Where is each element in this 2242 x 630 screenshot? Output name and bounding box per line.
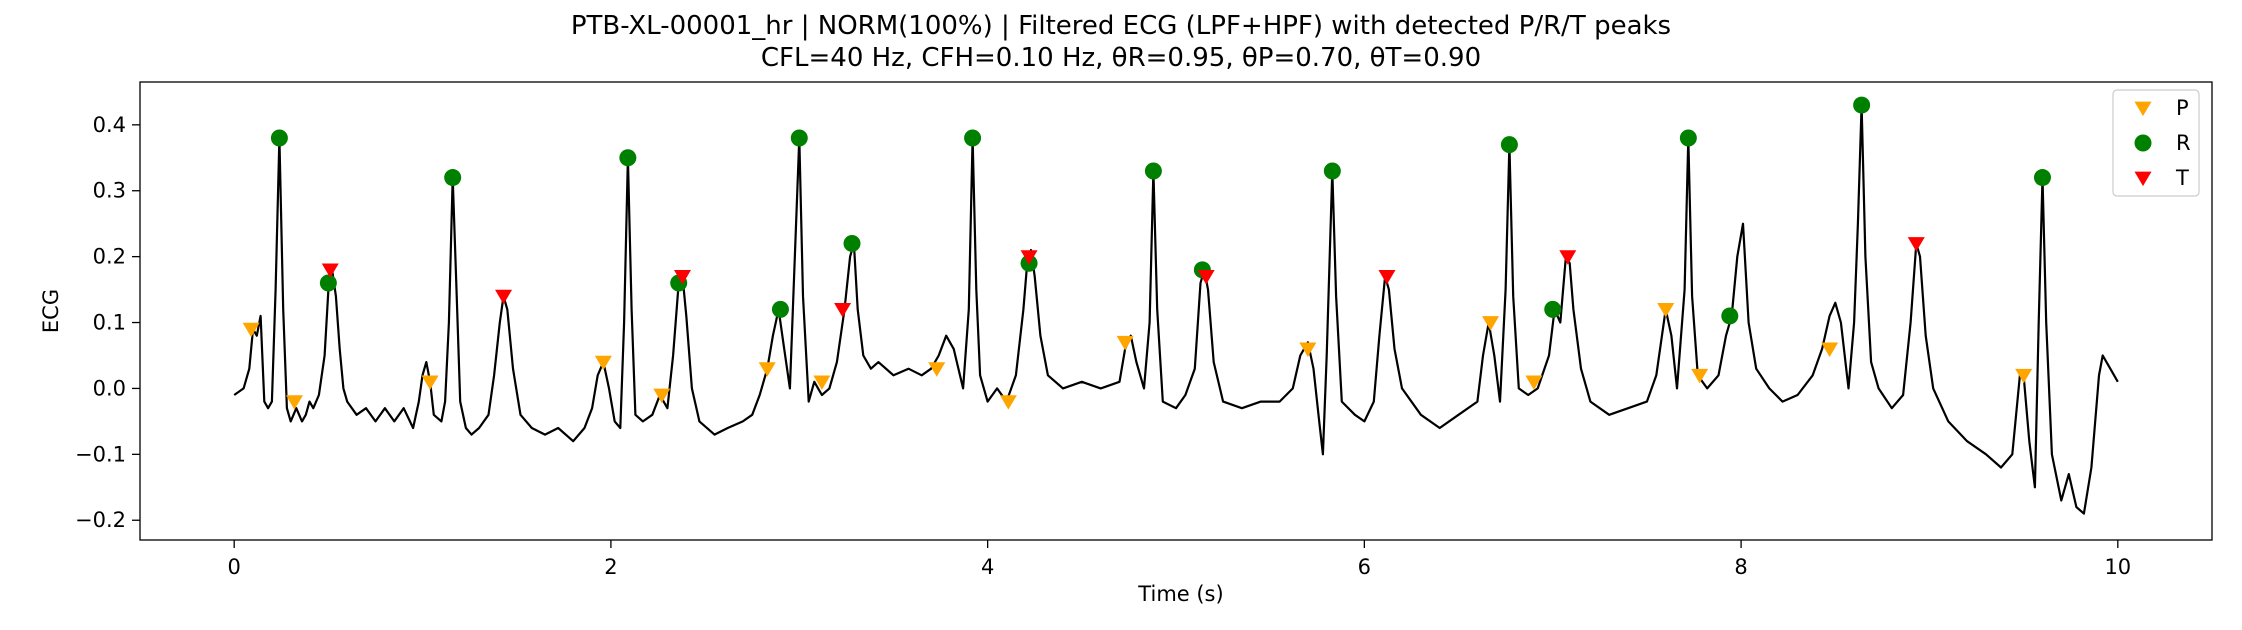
peak-marker-t [834, 302, 852, 318]
peak-marker-p [999, 395, 1017, 410]
peak-marker-t [321, 263, 339, 278]
y-tick-label: 0.0 [93, 376, 126, 400]
peak-marker-p [594, 355, 612, 371]
y-axis-label: ECG [39, 289, 63, 333]
ecg-line [233, 104, 2119, 515]
peak-marker-p [813, 375, 831, 390]
peak-marker-r [619, 149, 637, 167]
peak-marker-p [1299, 342, 1317, 357]
peak-marker-r [319, 274, 337, 292]
x-tick-label: 2 [604, 555, 617, 579]
y-axis: −0.2 −0.1 0.0 0.1 0.2 0.3 0.4 [75, 113, 140, 532]
peak-marker-p [1482, 316, 1500, 331]
legend-marker-p [2134, 101, 2152, 117]
legend-marker-t [2134, 171, 2152, 187]
peak-marker-r [1323, 162, 1341, 180]
peak-marker-r [964, 129, 982, 147]
peak-marker-p [421, 375, 439, 390]
peak-marker-r [1679, 129, 1697, 147]
legend-label-t: T [2175, 166, 2189, 190]
y-tick-label: 0.2 [93, 245, 126, 269]
peak-marker-t [495, 289, 513, 305]
legend-box [2112, 89, 2200, 197]
peak-marker-r [270, 129, 288, 147]
peak-marker-t [1378, 270, 1396, 285]
legend: PRT [2112, 89, 2200, 197]
x-tick-label: 8 [1734, 555, 1747, 579]
peak-marker-p [1691, 368, 1709, 384]
legend-label-r: R [2176, 131, 2191, 155]
legend-label-p: P [2176, 96, 2189, 120]
peak-marker-r [1144, 162, 1162, 180]
peak-marker-p [758, 362, 776, 377]
x-tick-label: 4 [981, 555, 994, 579]
peak-marker-t [1020, 250, 1038, 265]
x-axis: 0 2 4 6 8 10 [227, 540, 2131, 579]
peak-marker-p [242, 322, 260, 338]
x-tick-label: 0 [227, 555, 240, 579]
peak-marker-p [1821, 342, 1839, 357]
legend-marker-r [2134, 134, 2152, 152]
peak-marker-p [1525, 375, 1543, 390]
peak-marker-t [1907, 237, 1925, 252]
peak-marker-t [673, 270, 691, 285]
x-axis-label: Time (s) [1137, 582, 1223, 606]
peak-markers [242, 96, 2051, 410]
peak-marker-r [843, 234, 861, 252]
ecg-trace [233, 104, 2119, 515]
peak-marker-r [444, 169, 462, 187]
chart-subtitle: CFL=40 Hz, CFH=0.10 Hz, θR=0.95, θP=0.70… [761, 43, 1481, 73]
y-tick-label: 0.4 [93, 113, 126, 137]
x-tick-label: 6 [1358, 555, 1371, 579]
peak-marker-p [2015, 368, 2033, 384]
peak-marker-p [1116, 335, 1134, 351]
peak-marker-p [1657, 302, 1675, 318]
plot-area-frame [139, 81, 2213, 541]
chart-title: PTB-XL-00001_hr | NORM(100%) | Filtered … [571, 11, 1671, 41]
peak-marker-t [1559, 250, 1577, 265]
peak-marker-r [771, 300, 789, 318]
peak-marker-t [1197, 270, 1215, 285]
y-tick-label: −0.2 [75, 508, 126, 532]
peak-marker-r [2033, 169, 2051, 187]
y-tick-label: 0.3 [93, 179, 126, 203]
peak-marker-r [1853, 96, 1871, 114]
peak-marker-p [928, 362, 946, 377]
y-tick-label: 0.1 [93, 311, 126, 335]
peak-marker-p [285, 395, 303, 410]
x-tick-label: 10 [2104, 555, 2131, 579]
peak-marker-p [653, 388, 671, 404]
peak-marker-r [1721, 307, 1739, 325]
peak-marker-r [1544, 300, 1562, 318]
peak-marker-r [790, 129, 808, 147]
peak-marker-r [1500, 136, 1518, 154]
y-tick-label: −0.1 [75, 442, 126, 466]
